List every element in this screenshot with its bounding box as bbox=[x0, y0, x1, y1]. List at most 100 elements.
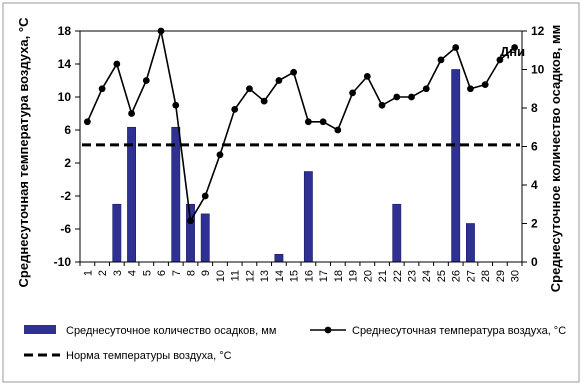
left-tick-label: -6 bbox=[60, 222, 71, 236]
right-axis-title: Среднесуточное количество осадков, мм bbox=[548, 25, 563, 292]
x-tick-label: 13 bbox=[259, 270, 271, 282]
x-tick-label: 5 bbox=[141, 270, 153, 276]
left-tick-label: 18 bbox=[58, 24, 72, 38]
precipitation-bar bbox=[127, 126, 136, 263]
temperature-point bbox=[98, 85, 106, 93]
x-tick-label: 17 bbox=[318, 270, 330, 282]
temperature-point bbox=[408, 93, 415, 101]
x-tick-label: 14 bbox=[274, 270, 286, 282]
temperature-point bbox=[216, 151, 224, 159]
temperature-point bbox=[201, 192, 209, 200]
outer-border bbox=[2, 2, 580, 383]
x-tick-label: 23 bbox=[407, 270, 419, 282]
temperature-point bbox=[142, 77, 150, 84]
temperature-points bbox=[83, 27, 519, 225]
x-tick-label: 2 bbox=[97, 270, 109, 276]
temperature-point bbox=[275, 77, 283, 84]
temperature-point bbox=[481, 81, 489, 89]
temperature-point bbox=[437, 56, 445, 64]
temperature-point bbox=[393, 93, 401, 101]
x-tick-label: 19 bbox=[348, 270, 360, 282]
precipitation-bar bbox=[274, 254, 284, 263]
right-tick-label: 4 bbox=[531, 178, 538, 192]
temperature-point bbox=[363, 72, 371, 80]
x-tick-label: 7 bbox=[171, 270, 183, 276]
temperature-point bbox=[511, 44, 519, 51]
legend-temperature-swatch-point bbox=[324, 326, 332, 334]
x-tick-label: 11 bbox=[230, 270, 242, 281]
temperature-point bbox=[172, 101, 180, 109]
precipitation-bar bbox=[303, 171, 313, 263]
x-tick-label: 28 bbox=[480, 270, 492, 282]
legend-temperature-label: Среднесуточная температура воздуха, °С bbox=[352, 325, 566, 337]
legend-precipitation-label: Среднесуточное количество осадков, мм bbox=[66, 325, 276, 337]
temperature-point bbox=[452, 44, 460, 51]
x-axis-title: Дни bbox=[500, 44, 525, 59]
x-tick-label: 29 bbox=[495, 270, 507, 282]
left-tick-label: 2 bbox=[64, 156, 71, 170]
x-tick-label: 26 bbox=[451, 270, 463, 282]
precipitation-bar bbox=[451, 69, 461, 263]
x-tick-label: 24 bbox=[421, 270, 433, 282]
temperature-point bbox=[128, 110, 135, 117]
precipitation-bar bbox=[171, 126, 181, 263]
left-tick-label: -2 bbox=[60, 189, 71, 203]
right-tick-label: 12 bbox=[531, 24, 545, 38]
x-tick-label: 20 bbox=[362, 270, 374, 282]
temperature-point bbox=[246, 85, 253, 93]
temperature-point bbox=[378, 101, 386, 109]
temperature-point bbox=[231, 105, 239, 113]
precipitation-bar bbox=[466, 223, 475, 263]
legend: Среднесуточное количество осадков, мм Ср… bbox=[24, 325, 566, 362]
x-tick-label: 25 bbox=[436, 270, 448, 282]
left-tick-label: 10 bbox=[58, 90, 72, 104]
x-tick-label: 8 bbox=[186, 270, 198, 276]
temperature-point bbox=[187, 217, 194, 225]
temperature-point bbox=[496, 56, 504, 64]
x-tick-label: 1 bbox=[82, 270, 94, 276]
x-tick-label: 27 bbox=[465, 270, 477, 282]
x-tick-label: 30 bbox=[510, 270, 522, 282]
temperature-point bbox=[334, 126, 342, 134]
right-tick-label: 10 bbox=[531, 63, 545, 77]
x-tick-label: 10 bbox=[215, 270, 227, 282]
precipitation-bar bbox=[200, 213, 210, 263]
x-tick-label: 22 bbox=[392, 270, 404, 282]
x-tick-label: 16 bbox=[303, 270, 315, 282]
x-axis-ticks: 1 2 3 4 5 6 7 8 9 10 11 12 13 14 15 16 17 18 19 20 21 22 23 24 2… bbox=[79, 262, 523, 282]
precipitation-bar bbox=[112, 203, 122, 263]
left-tick-label: 14 bbox=[58, 57, 72, 71]
temperature-point bbox=[260, 97, 268, 105]
left-tick-label: -10 bbox=[54, 255, 72, 269]
left-axis-ticks: -10 -6 -2 2 6 10 14 18 bbox=[54, 24, 80, 269]
x-tick-label: 15 bbox=[289, 270, 301, 282]
right-tick-label: 8 bbox=[531, 101, 538, 115]
right-axis-ticks: 0 2 4 6 8 10 12 bbox=[522, 24, 545, 269]
temperature-point bbox=[304, 118, 312, 126]
right-tick-label: 6 bbox=[531, 140, 538, 154]
temperature-point bbox=[467, 85, 474, 93]
left-axis-title: Среднесуточная температура воздуха, °С bbox=[16, 17, 31, 288]
x-tick-label: 3 bbox=[112, 270, 124, 276]
temperature-point bbox=[83, 118, 91, 126]
x-tick-label: 6 bbox=[156, 270, 168, 276]
temperature-point bbox=[290, 68, 298, 76]
temperature-point bbox=[319, 118, 327, 126]
x-tick-label: 9 bbox=[200, 270, 212, 276]
temperature-point bbox=[113, 60, 121, 68]
x-tick-label: 12 bbox=[244, 270, 256, 282]
right-tick-label: 0 bbox=[531, 255, 538, 269]
legend-precipitation-swatch bbox=[24, 325, 56, 334]
precipitation-bar bbox=[186, 203, 195, 263]
x-tick-label: 18 bbox=[333, 270, 345, 282]
temperature-point bbox=[422, 85, 430, 93]
precipitation-bar bbox=[392, 203, 402, 263]
left-tick-label: 6 bbox=[64, 123, 71, 137]
right-tick-label: 2 bbox=[531, 217, 538, 231]
x-tick-label: 21 bbox=[377, 270, 389, 282]
x-tick-label: 4 bbox=[127, 270, 139, 276]
temperature-point bbox=[349, 89, 356, 97]
